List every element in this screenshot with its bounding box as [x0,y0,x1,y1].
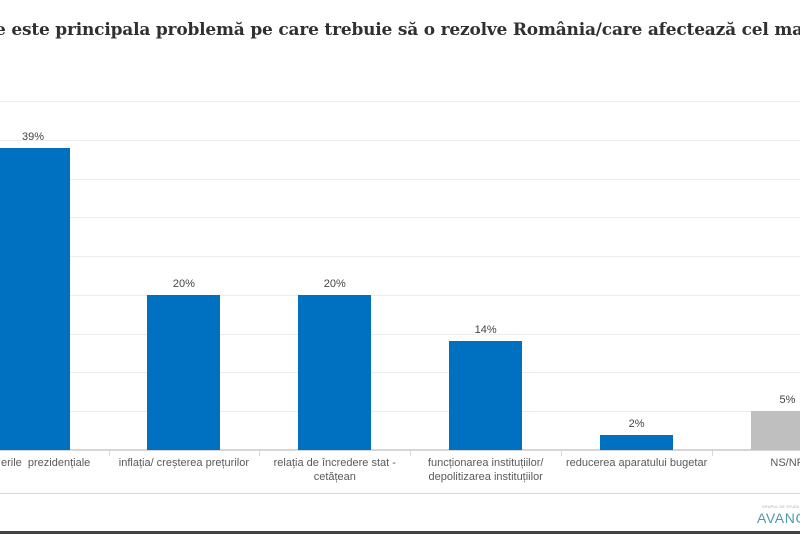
category-label: relația de încredere stat - cetățean [273,457,396,483]
bar-value-label: 2% [628,417,645,430]
bar [449,341,523,450]
gridline [0,101,800,102]
bar-value-label: 20% [172,277,195,290]
bottom-dark-strip [0,531,800,534]
bar [147,294,221,450]
gridline [0,294,800,296]
category-label: reducerea aparatului bugetar [565,457,708,469]
gridline [0,256,800,258]
category-label: funcționarea instituțiilor/ depolitizare… [427,457,544,483]
bar-value-label: 14% [474,324,497,337]
x-axis-tick [410,451,412,456]
gridline [0,217,800,219]
x-axis-tick [712,451,713,456]
x-axis-tick [108,451,110,456]
logo-tagline-text: GRUPUL DE STUDII SOCIO-COMPORTAMENTALE [762,505,800,509]
avangarde-logo: GRUPUL DE STUDII SOCIO-COMPORTAMENTALE A… [757,505,800,532]
chart-title: e este principala problemă pe care trebu… [0,20,800,40]
x-axis-line [0,449,800,451]
footer-divider-line [0,493,800,494]
gridline [0,372,800,374]
gridline [0,178,800,180]
gridline [0,411,800,413]
bar [0,147,70,450]
bar-value-label: 39% [21,130,45,143]
x-axis-tick [561,451,563,456]
bar [600,434,674,450]
category-label: erile prezidențiale [1,457,91,469]
category-label: NS/NR [770,457,800,469]
bar-value-label: 20% [323,277,346,290]
x-axis-tick [259,451,261,456]
category-label: inflația/ creșterea prețurilor [118,457,250,469]
gridline [0,333,800,335]
bar-value-label: 5% [779,394,796,407]
logo-name-text: AVANGARDE [757,510,800,526]
bar [751,411,800,450]
bar [298,294,372,450]
gridline [0,139,800,141]
